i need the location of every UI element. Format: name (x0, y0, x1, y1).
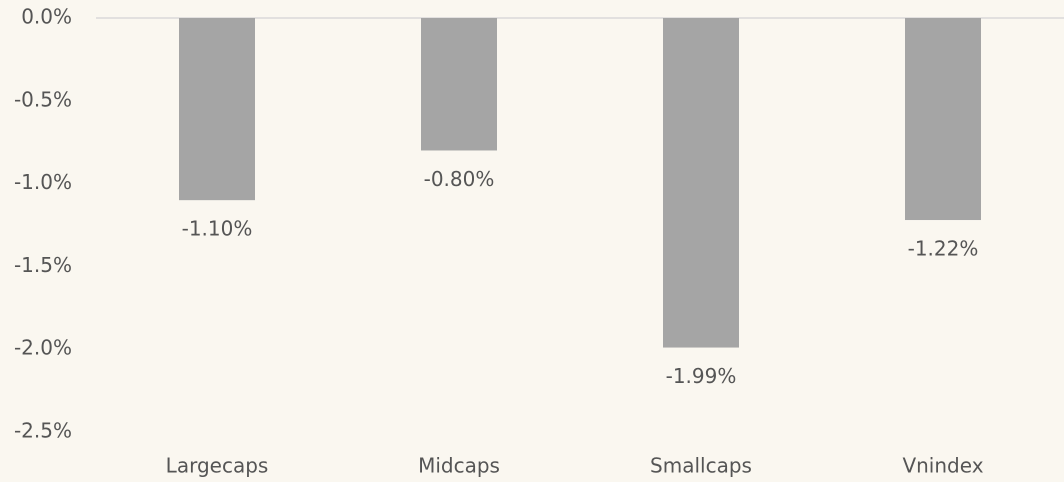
y-tick-label: -2.5% (14, 419, 72, 443)
y-tick-label: -0.5% (14, 87, 72, 111)
x-tick-label: Largecaps (166, 454, 269, 478)
y-tick-label: -1.0% (14, 170, 72, 194)
bar (905, 18, 981, 221)
x-tick-label: Midcaps (418, 454, 500, 478)
x-tick-label: Smallcaps (650, 454, 752, 478)
x-tick-label: Vnindex (902, 454, 983, 478)
data-label: -1.22% (908, 237, 979, 261)
y-tick-label: -1.5% (14, 253, 72, 277)
data-label: -1.99% (666, 364, 737, 388)
y-tick-label: 0.0% (21, 5, 72, 29)
y-tick-label: -2.0% (14, 336, 72, 360)
data-label: -1.10% (182, 217, 253, 241)
bar (421, 18, 497, 151)
data-label: -0.80% (424, 167, 495, 191)
bar (663, 18, 739, 348)
bar (179, 18, 255, 201)
